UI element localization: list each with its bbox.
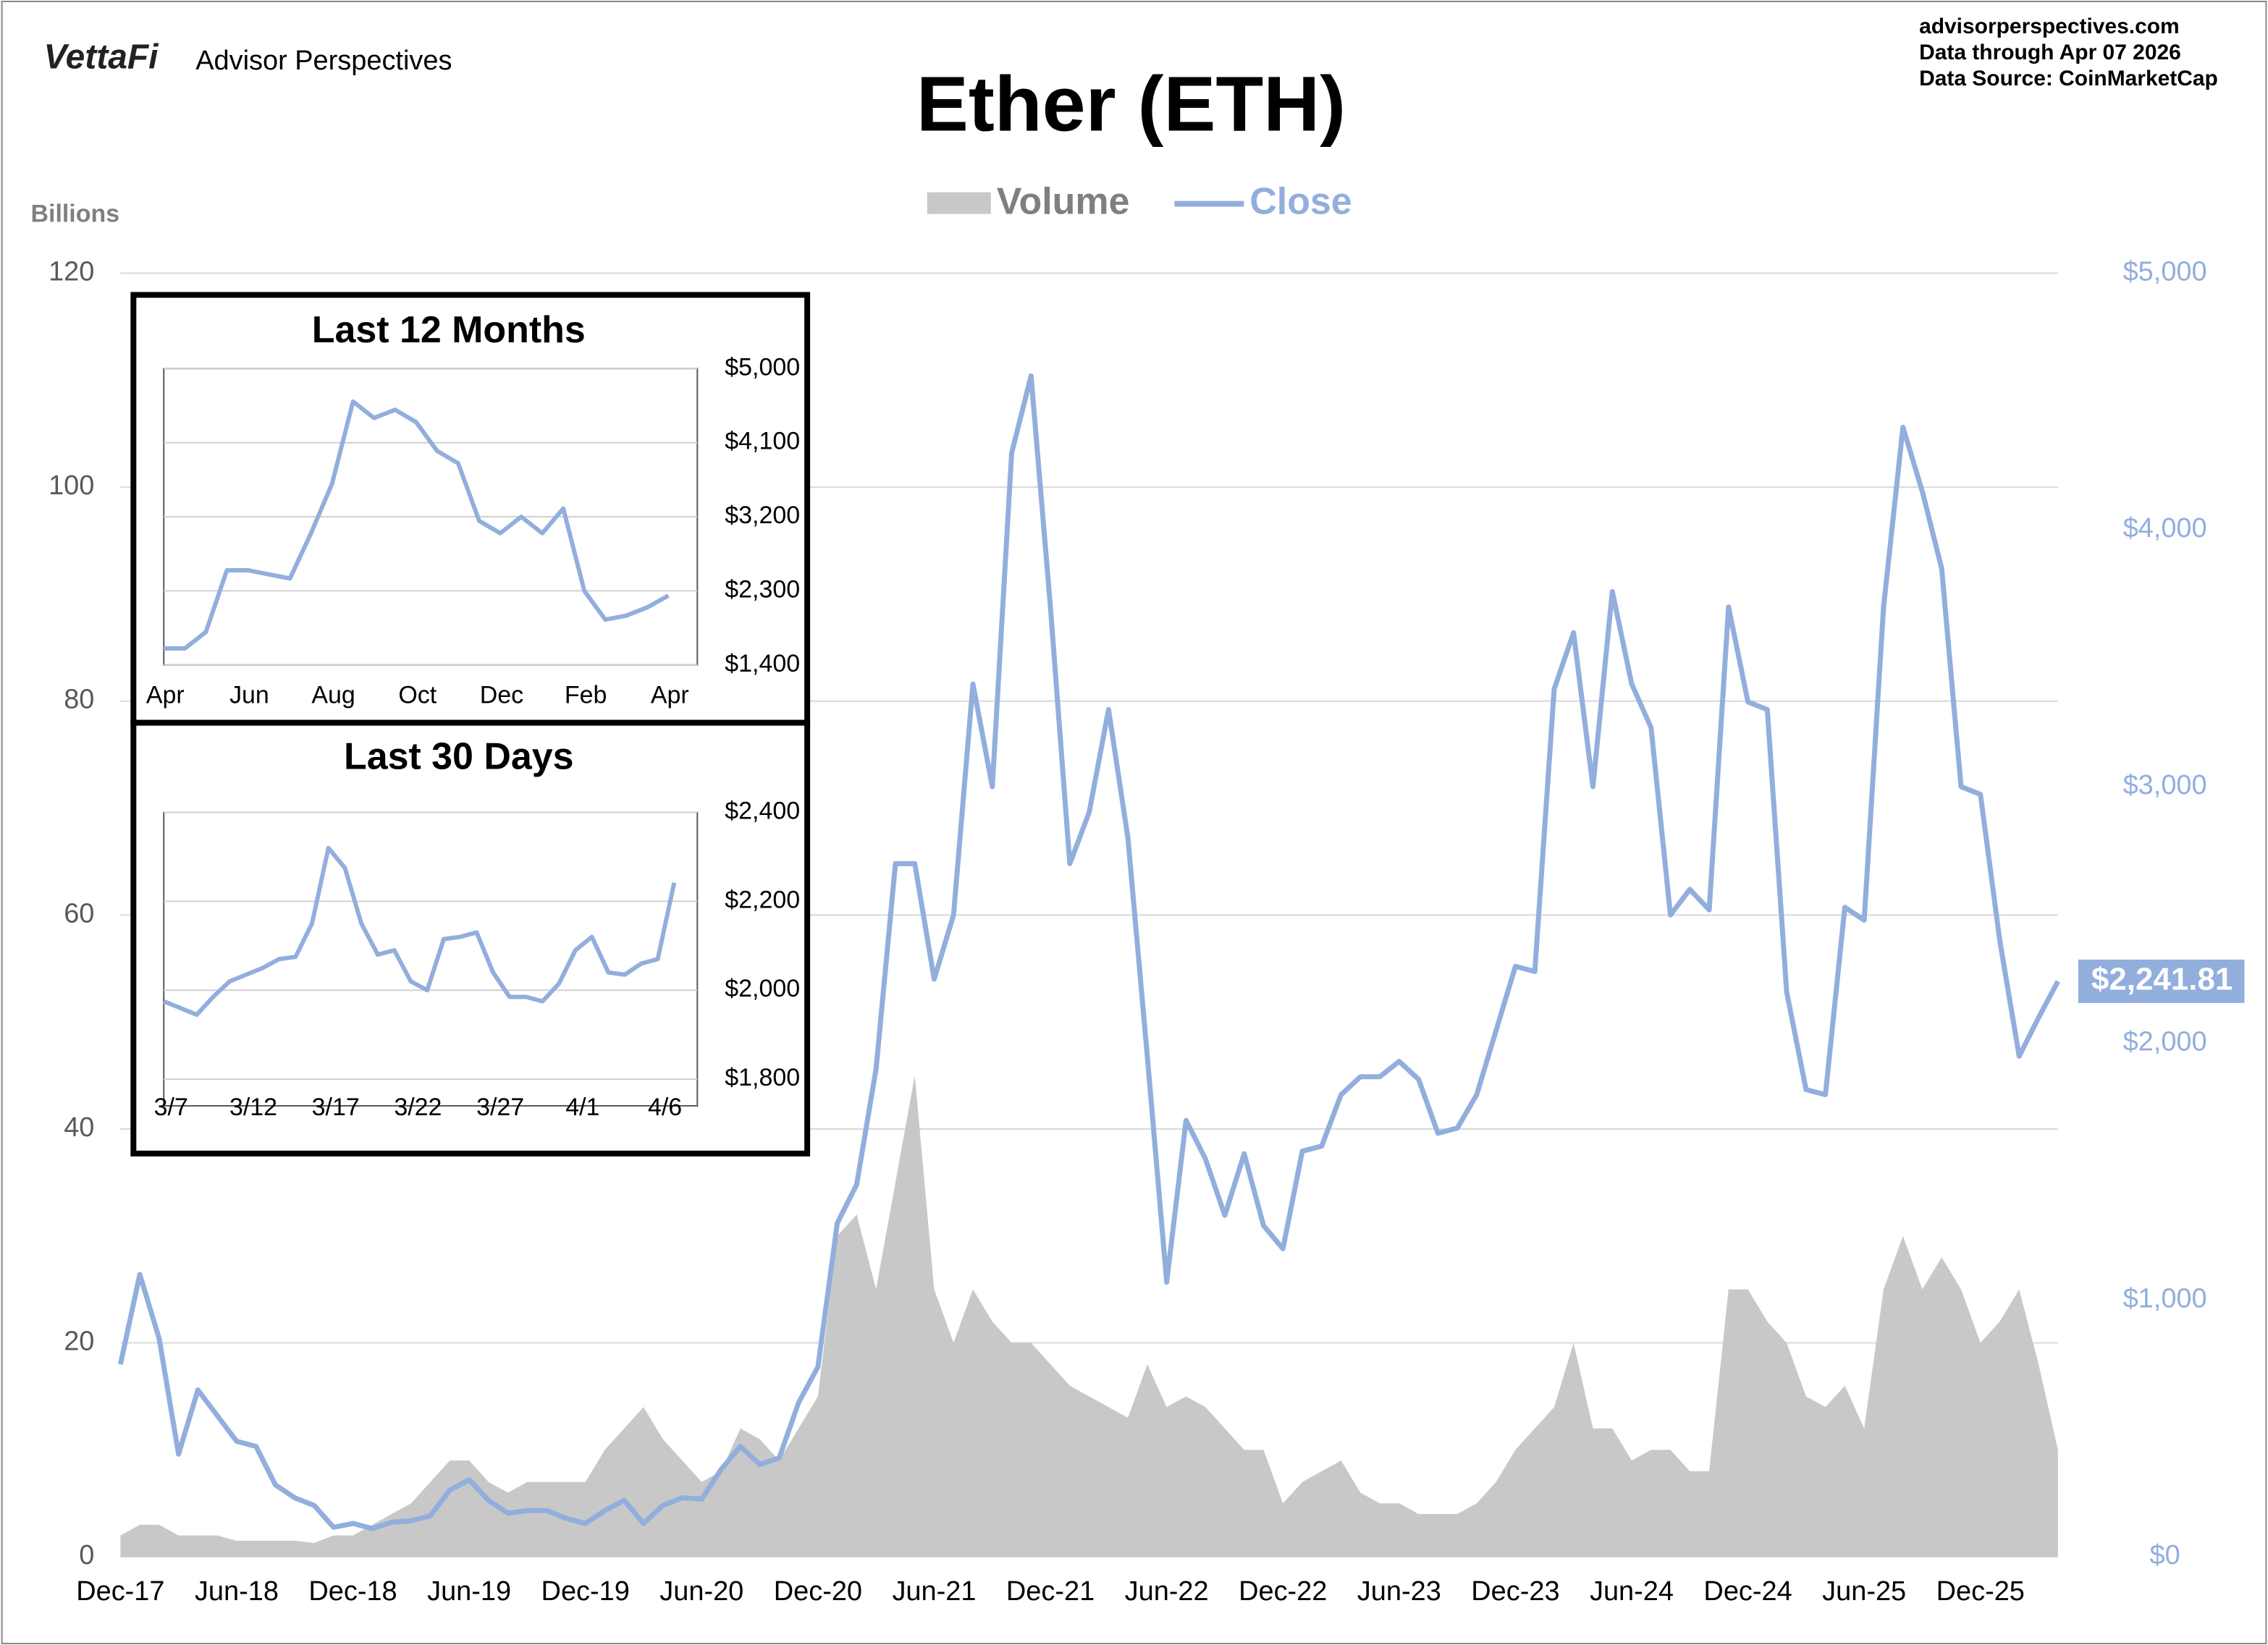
- x-tick-label: Jun: [229, 682, 269, 709]
- x-tick-label: Dec-18: [308, 1576, 397, 1607]
- y-tick-label: 40: [64, 1112, 94, 1143]
- y-tick-label: 80: [64, 685, 94, 715]
- y2-tick-label: $4,000: [2123, 513, 2207, 544]
- x-tick-label: Dec-20: [774, 1576, 862, 1607]
- source-line: Data through Apr 07 2026: [1919, 41, 2181, 64]
- x-tick-label: 3/22: [394, 1094, 442, 1121]
- y-tick-label: $1,800: [725, 1064, 800, 1091]
- chart-title: Ether (ETH): [916, 59, 1346, 147]
- price-line: [164, 399, 670, 651]
- x-tick-label: Jun-22: [1125, 1576, 1209, 1607]
- y2-tick-label: $2,000: [2123, 1027, 2207, 1057]
- x-tick-label: Oct: [398, 682, 437, 709]
- publisher: Advisor Perspectives: [195, 46, 452, 76]
- y-tick-label: $4,100: [725, 428, 800, 455]
- y2-tick-label: $3,000: [2123, 770, 2207, 800]
- value-label: $2,241.81: [2091, 962, 2233, 997]
- y-tick-label: $2,400: [725, 797, 800, 824]
- inset-title: Last 12 Months: [312, 309, 586, 351]
- x-tick-label: 3/7: [154, 1094, 188, 1121]
- y2-tick-label: $1,000: [2123, 1283, 2207, 1314]
- x-tick-label: 3/17: [312, 1094, 360, 1121]
- x-tick-label: Jun-21: [892, 1576, 976, 1607]
- legend-label: Close: [1249, 180, 1352, 222]
- x-tick-label: Dec-23: [1471, 1576, 1559, 1607]
- x-tick-label: Dec-19: [541, 1576, 630, 1607]
- y-tick-label: 20: [64, 1327, 94, 1357]
- y-tick-label: 100: [49, 470, 94, 501]
- close-line: [117, 373, 2060, 1531]
- y-tick-label: $1,400: [725, 650, 800, 677]
- x-tick-label: 3/27: [476, 1094, 524, 1121]
- brand: VettaFi: [43, 38, 159, 77]
- x-tick-label: Dec-24: [1703, 1576, 1792, 1607]
- x-tick-label: Jun-25: [1822, 1576, 1906, 1607]
- x-tick-label: Jun-18: [195, 1576, 279, 1607]
- y-tick-label: 60: [64, 898, 94, 929]
- x-tick-label: Dec-21: [1006, 1576, 1095, 1607]
- x-tick-label: Dec-22: [1239, 1576, 1327, 1607]
- inset-frame: [130, 292, 811, 726]
- x-tick-label: Jun-19: [427, 1576, 511, 1607]
- y-tick-label: 120: [49, 257, 94, 287]
- volume-area: [120, 1075, 2058, 1557]
- x-tick-label: Apr: [651, 682, 689, 709]
- inset-frame: [130, 719, 811, 1156]
- x-tick-label: Apr: [146, 682, 185, 709]
- insets: $1,400 $2,300 $3,200 $4,100 $5,000 Apr Jun Aug O…: [146, 353, 800, 1121]
- x-tick-label: Aug: [311, 682, 355, 709]
- y-tick-label: $2,200: [725, 886, 800, 913]
- x-tick-label: Dec-25: [1936, 1576, 2025, 1607]
- y-tick-label: $2,300: [725, 575, 800, 603]
- x-tick-label: Jun-24: [1590, 1576, 1674, 1607]
- y-tick-label: $5,000: [725, 353, 800, 381]
- legend-swatch: [927, 192, 991, 214]
- source-line: advisorperspectives.com: [1919, 14, 2180, 38]
- source-line: Data Source: CoinMarketCap: [1919, 67, 2218, 90]
- x-tick-label: Feb: [565, 682, 607, 709]
- x-tick-label: 4/6: [648, 1094, 682, 1121]
- price-line: [163, 845, 677, 1018]
- inset-title: Last 30 Days: [344, 735, 574, 777]
- x-tick-label: Jun-20: [659, 1576, 743, 1607]
- x-tick-label: Dec-17: [76, 1576, 164, 1607]
- y2-tick-label: $5,000: [2123, 257, 2207, 287]
- y-axis-label: Billions: [31, 200, 120, 228]
- legend-label: Volume: [997, 180, 1130, 222]
- value-label-box: [2078, 959, 2245, 1003]
- y-tick-label: 0: [79, 1540, 94, 1570]
- x-tick-label: Dec: [480, 682, 523, 709]
- y-tick-label: $3,200: [725, 502, 800, 529]
- y2-tick-label: $0: [2150, 1540, 2180, 1570]
- x-tick-label: Jun-23: [1357, 1576, 1441, 1607]
- x-tick-label: 4/1: [565, 1094, 599, 1121]
- x-tick-label: 3/12: [229, 1094, 277, 1121]
- y-tick-label: $2,000: [725, 975, 800, 1002]
